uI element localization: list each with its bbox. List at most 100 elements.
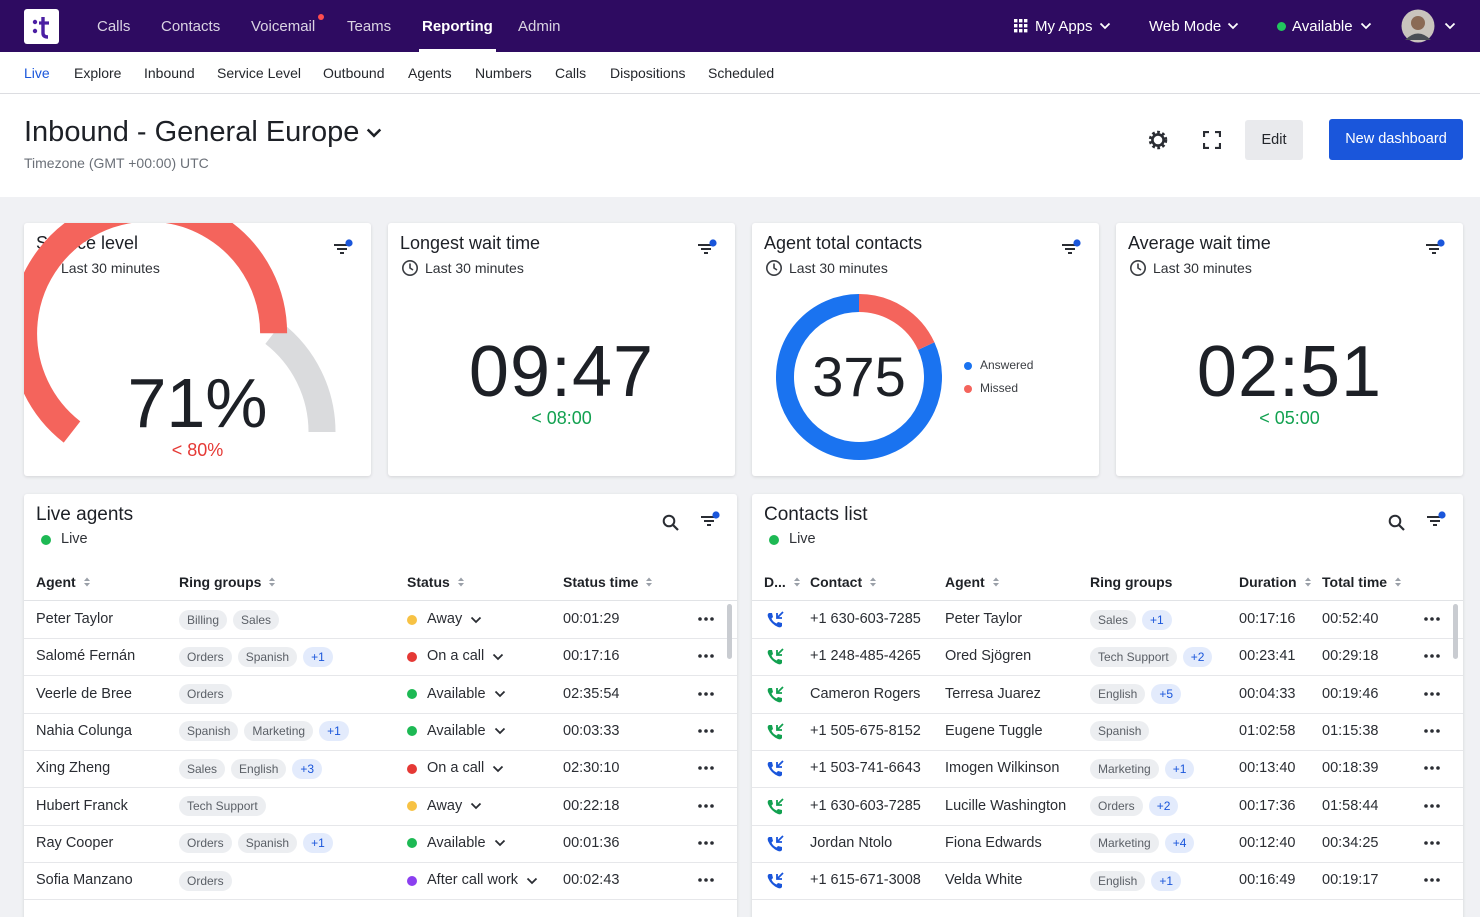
search-icon[interactable] — [662, 514, 680, 532]
row-actions[interactable] — [1423, 653, 1441, 659]
chevron[interactable] — [1360, 22, 1372, 30]
action-dot — [1436, 878, 1440, 882]
sort-icon[interactable] — [457, 576, 465, 588]
column-header[interactable]: Agent — [945, 572, 1000, 592]
agent-name: Xing Zheng — [36, 760, 111, 777]
sort-icon[interactable] — [268, 576, 276, 588]
chevron[interactable] — [366, 127, 383, 138]
column-header[interactable]: Duration — [1239, 572, 1312, 592]
avatar[interactable] — [1401, 9, 1435, 43]
row-actions[interactable] — [1423, 840, 1441, 846]
settings-icon[interactable] — [1148, 130, 1168, 150]
filter-icon[interactable] — [1425, 511, 1447, 529]
row-actions[interactable] — [1423, 728, 1441, 734]
column-header[interactable]: Total time — [1322, 572, 1402, 592]
column-header[interactable]: Agent — [36, 572, 91, 592]
nav-item[interactable]: Reporting — [419, 0, 496, 52]
search-icon[interactable] — [1388, 514, 1406, 532]
sub-nav-item[interactable]: Scheduled — [708, 65, 775, 81]
filter-icon[interactable] — [699, 511, 721, 529]
sub-nav-item[interactable]: Explore — [74, 65, 122, 81]
apps-grid-icon[interactable] — [1014, 19, 1028, 33]
nav-item[interactable]: Admin — [518, 18, 561, 35]
phone-handset — [767, 724, 782, 740]
action-dot — [1424, 654, 1428, 659]
nav-item[interactable]: Contacts — [161, 18, 221, 35]
chevron[interactable] — [1099, 22, 1111, 30]
row-actions[interactable] — [697, 765, 715, 771]
sort-icon[interactable] — [793, 576, 801, 588]
chevron[interactable] — [1444, 22, 1456, 30]
status-time: 00:01:29 — [563, 611, 620, 627]
sub-nav-item[interactable]: Live — [24, 65, 50, 81]
row-actions[interactable] — [1423, 616, 1441, 622]
row-actions[interactable] — [1423, 803, 1441, 809]
row-actions[interactable] — [697, 691, 715, 697]
chevron[interactable] — [494, 690, 506, 698]
nav-item[interactable]: Calls — [97, 18, 131, 35]
status[interactable]: Available — [407, 676, 506, 713]
filter-icon[interactable] — [1424, 239, 1446, 257]
status[interactable]: Away — [407, 788, 482, 825]
my-apps[interactable]: My Apps — [1035, 18, 1093, 35]
sort-icon[interactable] — [1394, 576, 1402, 588]
chevron[interactable] — [470, 802, 482, 810]
sort-up — [870, 577, 877, 581]
row-actions[interactable] — [697, 616, 715, 622]
status[interactable]: On a call — [407, 750, 504, 787]
agent-name: Lucille Washington — [945, 797, 1067, 814]
status[interactable]: Available — [407, 713, 506, 750]
column-header[interactable]: Status — [407, 572, 465, 592]
row-actions[interactable] — [1423, 765, 1441, 771]
status[interactable]: On a call — [407, 638, 504, 675]
chevron[interactable] — [492, 765, 504, 773]
filter-icon[interactable] — [1060, 239, 1082, 257]
chevron[interactable] — [526, 877, 538, 885]
row-actions[interactable] — [697, 653, 715, 659]
fullscreen-icon[interactable] — [1203, 131, 1221, 149]
row-actions[interactable] — [1423, 691, 1441, 697]
sub-nav-item[interactable]: Dispositions — [610, 65, 686, 81]
column-header[interactable]: Contact — [810, 572, 877, 592]
logo[interactable] — [24, 9, 59, 44]
row-actions[interactable] — [697, 840, 715, 846]
action-dot — [698, 766, 702, 770]
status[interactable]: After call work — [407, 862, 538, 899]
column-header[interactable]: Ring groups — [179, 572, 276, 592]
new-dashboard-button[interactable]: New dashboard — [1329, 119, 1463, 160]
edit-button[interactable]: Edit — [1245, 120, 1303, 160]
chevron[interactable] — [494, 727, 506, 735]
row-actions[interactable] — [697, 877, 715, 883]
sort-icon[interactable] — [83, 576, 91, 588]
column-header[interactable]: D... — [764, 572, 801, 592]
sub-nav-item[interactable]: Inbound — [144, 65, 195, 81]
web-mode[interactable]: Web Mode — [1149, 18, 1222, 35]
sub-nav-item[interactable]: Numbers — [475, 65, 532, 81]
sort-icon[interactable] — [645, 576, 653, 588]
nav-item[interactable]: Voicemail — [251, 0, 325, 52]
status[interactable]: Away — [407, 601, 482, 638]
avatar-body — [1405, 33, 1431, 40]
status[interactable]: Available — [407, 825, 506, 862]
agent-status[interactable]: Available — [1292, 18, 1353, 35]
filter-icon[interactable] — [696, 239, 718, 257]
agent-name: Ray Cooper — [36, 834, 114, 851]
sub-nav-item[interactable]: Service Level — [217, 65, 302, 81]
sub-nav-item[interactable]: Outbound — [323, 65, 385, 81]
sub-nav-item[interactable]: Calls — [555, 65, 587, 81]
nav-item[interactable]: Teams — [347, 18, 392, 35]
chevron[interactable] — [470, 616, 482, 624]
sort-icon[interactable] — [869, 576, 877, 588]
chevron[interactable] — [1227, 22, 1239, 30]
sub-nav-item[interactable]: Agents — [408, 65, 452, 81]
row-actions[interactable] — [697, 803, 715, 809]
sort-icon[interactable] — [992, 576, 1000, 588]
row-actions[interactable] — [1423, 877, 1441, 883]
sort-icon[interactable] — [1304, 576, 1312, 588]
column-header[interactable]: Status time — [563, 572, 653, 592]
chevron[interactable] — [492, 653, 504, 661]
chevron[interactable] — [494, 839, 506, 847]
filter-icon[interactable] — [332, 239, 354, 257]
row-actions[interactable] — [697, 728, 715, 734]
